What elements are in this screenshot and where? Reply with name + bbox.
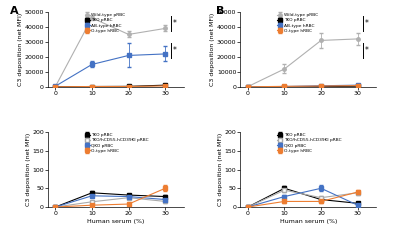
Text: *: *: [172, 46, 176, 55]
Legend: Wild-type pRBC, TKO pRBC, AB-type hRBC, O-type hRBC: Wild-type pRBC, TKO pRBC, AB-type hRBC, …: [84, 13, 126, 33]
X-axis label: Human serum (%): Human serum (%): [280, 219, 337, 224]
Text: B: B: [216, 6, 224, 16]
Text: *: *: [172, 19, 176, 28]
Y-axis label: C3 deposition (net MFI): C3 deposition (net MFI): [18, 13, 23, 86]
Text: A: A: [10, 6, 19, 16]
Legend: TKO pRBC, TKO/hCD55.hCD39KI pRBC, QKO pRBC, O-type hRBC: TKO pRBC, TKO/hCD55.hCD39KI pRBC, QKO pR…: [276, 133, 342, 153]
X-axis label: Human serum (%): Human serum (%): [87, 219, 144, 224]
Text: *: *: [365, 19, 369, 28]
Text: *: *: [365, 46, 369, 55]
Y-axis label: C3 deposition (net MFI): C3 deposition (net MFI): [210, 13, 216, 86]
Legend: Wild-type pRBC, TKO pRBC, AB-type hRBC, O-type hRBC: Wild-type pRBC, TKO pRBC, AB-type hRBC, …: [276, 13, 318, 33]
Legend: TKO pRBC, TKO/hCD55.hCD39KI pRBC, QKO pRBC, O-type hRBC: TKO pRBC, TKO/hCD55.hCD39KI pRBC, QKO pR…: [84, 133, 149, 153]
Y-axis label: C3 deposition (net MFI): C3 deposition (net MFI): [218, 133, 223, 206]
Y-axis label: C3 deposition (net MFI): C3 deposition (net MFI): [26, 133, 31, 206]
